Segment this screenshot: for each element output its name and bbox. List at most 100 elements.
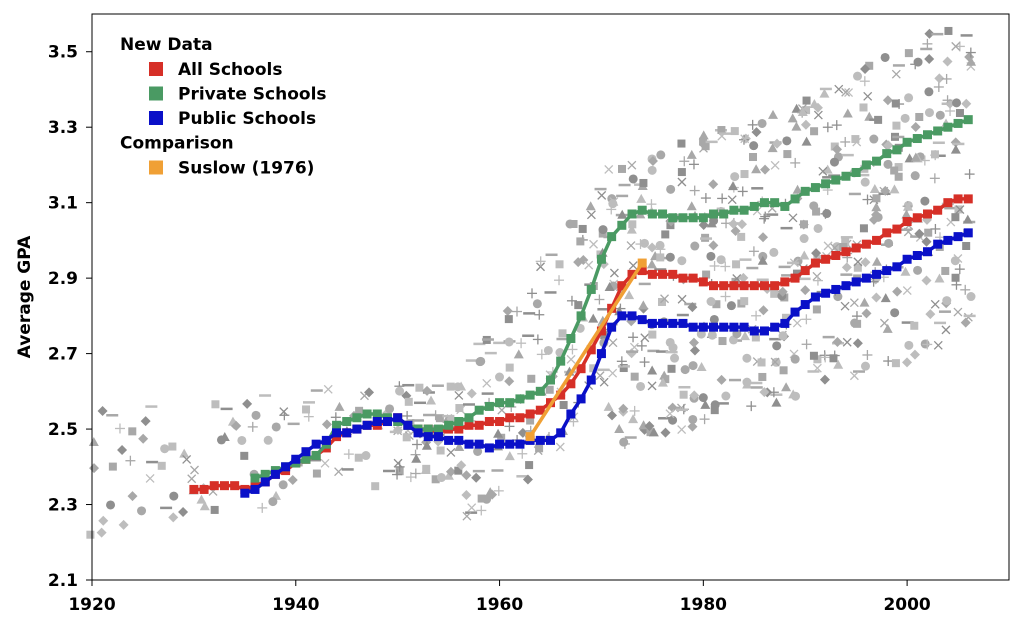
series-point <box>433 432 443 442</box>
bg-point <box>751 164 762 174</box>
bg-point <box>354 453 363 462</box>
bg-point <box>308 458 321 462</box>
bg-point <box>321 419 332 430</box>
bg-point <box>849 371 859 381</box>
series-point <box>729 322 739 332</box>
bg-point <box>781 274 794 277</box>
series-point <box>342 417 352 427</box>
bg-point-stroke <box>863 91 873 101</box>
bg-point <box>742 353 752 363</box>
series-point <box>770 322 780 332</box>
series-point <box>739 205 749 215</box>
bg-point <box>860 63 871 74</box>
bg-point <box>647 365 658 375</box>
bg-point <box>660 294 670 304</box>
legend-swatch <box>149 62 163 76</box>
series-point <box>770 198 780 208</box>
series-point <box>749 281 759 291</box>
bg-point <box>892 135 905 139</box>
bg-point-stroke <box>665 409 675 419</box>
series-point <box>719 209 729 219</box>
bg-point <box>944 206 957 210</box>
bg-point <box>751 187 764 190</box>
series-point <box>841 247 851 257</box>
bg-point <box>902 201 913 211</box>
bg-point <box>688 414 698 424</box>
bg-point <box>869 118 882 121</box>
bg-point <box>790 354 800 364</box>
bg-point <box>768 109 779 119</box>
bg-point <box>841 153 854 157</box>
bg-point <box>182 454 192 464</box>
bg-point <box>831 120 842 131</box>
bg-point-stroke <box>586 210 596 220</box>
bg-point-stroke <box>595 371 605 381</box>
bg-point <box>477 494 486 503</box>
bg-point <box>665 350 678 354</box>
series-point <box>953 194 963 204</box>
bg-point-stroke <box>187 474 197 484</box>
bg-point <box>750 381 763 385</box>
series-point <box>556 356 566 366</box>
bg-point <box>777 286 788 297</box>
series-point <box>739 281 749 291</box>
series-point <box>209 481 219 491</box>
bg-point <box>961 98 972 109</box>
bg-point <box>742 379 753 389</box>
bg-point <box>138 433 149 444</box>
bg-point <box>196 494 207 504</box>
bg-point <box>879 318 889 328</box>
series-point <box>831 284 841 294</box>
bg-point <box>904 49 913 58</box>
y-axis-label: Average GPA <box>15 235 35 358</box>
series-point <box>444 420 454 430</box>
bg-point <box>414 401 427 405</box>
bg-point <box>756 278 769 282</box>
series-point <box>281 462 291 472</box>
bg-point <box>812 275 823 286</box>
bg-point <box>831 144 842 155</box>
series-point <box>709 209 719 219</box>
bg-point <box>963 314 976 318</box>
series-point <box>311 439 321 449</box>
series-point <box>709 322 719 332</box>
bg-point <box>924 87 934 97</box>
bg-point <box>966 56 977 66</box>
bg-point <box>910 171 920 181</box>
series-point <box>851 167 861 177</box>
bg-point <box>624 436 637 439</box>
bg-point <box>760 211 771 222</box>
bg-point-stroke <box>334 467 344 477</box>
series-point <box>484 401 494 411</box>
bg-point <box>654 268 667 271</box>
series-point <box>525 390 535 400</box>
bg-point <box>850 318 860 328</box>
bg-point <box>729 378 742 382</box>
bg-point <box>953 307 963 317</box>
bg-point <box>334 401 345 411</box>
series-point <box>270 469 280 479</box>
bg-point <box>627 160 637 170</box>
bg-point <box>594 187 607 191</box>
bg-point <box>665 409 675 419</box>
legend-swatch <box>149 111 163 125</box>
bg-point <box>778 331 788 341</box>
series-point <box>535 435 545 445</box>
series-point <box>576 394 586 404</box>
bg-point-stroke <box>770 357 780 367</box>
bg-point <box>629 405 640 416</box>
bg-point <box>832 336 843 347</box>
series-point <box>637 258 647 268</box>
bg-point-stroke <box>608 368 618 378</box>
bg-point <box>576 237 585 246</box>
bg-point <box>699 414 710 425</box>
bg-point <box>504 421 515 432</box>
series-point <box>393 413 403 423</box>
bg-point <box>708 179 719 190</box>
bg-point <box>371 482 380 491</box>
series-point <box>678 213 688 223</box>
bg-point <box>608 199 618 209</box>
bg-point <box>853 257 863 267</box>
bg-point <box>688 159 699 170</box>
bg-point <box>709 314 719 324</box>
